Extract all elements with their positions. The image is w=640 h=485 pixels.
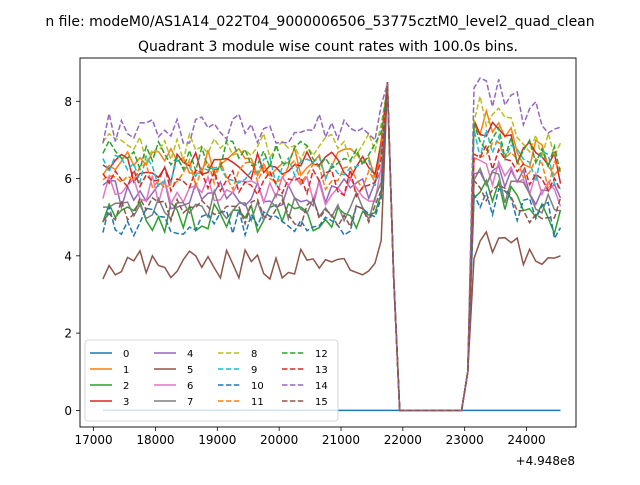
x-tick-label: 18000 xyxy=(136,433,174,447)
plot-lines xyxy=(102,77,562,412)
legend-label-5: 5 xyxy=(187,365,193,376)
chart-suptitle: n file: modeM0/AS1A14_022T04_9000006506_… xyxy=(45,14,594,30)
legend-label-14: 14 xyxy=(315,381,328,392)
x-tick-label: 23000 xyxy=(446,433,484,447)
series-line-13 xyxy=(102,81,562,412)
y-tick-label: 0 xyxy=(64,404,72,418)
y-axis: 0 2 4 6 8 xyxy=(64,95,80,418)
chart-title: Quadrant 3 module wise count rates with … xyxy=(138,39,518,55)
x-tick-label: 21000 xyxy=(322,433,360,447)
y-tick-label: 6 xyxy=(64,172,72,186)
x-axis: 17000 18000 19000 20000 21000 22000 23000 24000 xyxy=(75,427,546,447)
series-line-6 xyxy=(102,84,562,412)
series-line-3 xyxy=(102,86,562,412)
series-line-2 xyxy=(102,84,562,412)
series-line-14 xyxy=(102,77,561,412)
legend-label-13: 13 xyxy=(315,365,328,376)
x-tick-label: 17000 xyxy=(75,433,113,447)
series-line-15 xyxy=(102,85,562,412)
x-tick-label: 22000 xyxy=(384,433,422,447)
legend-box xyxy=(84,339,339,422)
y-tick-label: 4 xyxy=(64,249,72,263)
legend-label-4: 4 xyxy=(187,349,193,360)
legend-label-1: 1 xyxy=(123,365,129,376)
y-tick-label: 2 xyxy=(64,327,72,341)
legend-label-8: 8 xyxy=(251,349,257,360)
x-offset-label: +4.948e8 xyxy=(516,454,575,468)
series-line-8 xyxy=(102,87,562,412)
legend-label-11: 11 xyxy=(251,397,264,408)
legend-label-7: 7 xyxy=(187,397,193,408)
legend-label-12: 12 xyxy=(315,349,328,360)
series-line-12 xyxy=(102,87,562,412)
legend-label-3: 3 xyxy=(123,397,129,408)
legend-label-6: 6 xyxy=(187,381,193,392)
series-line-11 xyxy=(102,85,562,412)
legend-label-2: 2 xyxy=(123,381,129,392)
x-tick-label: 19000 xyxy=(198,433,236,447)
x-tick-label: 20000 xyxy=(260,433,298,447)
series-line-5 xyxy=(102,82,561,412)
legend-label-10: 10 xyxy=(251,381,264,392)
legend-label-0: 0 xyxy=(123,349,129,360)
legend-label-9: 9 xyxy=(251,365,257,376)
series-line-7 xyxy=(102,86,561,412)
legend-label-15: 15 xyxy=(315,397,328,408)
plot-frame xyxy=(79,57,577,428)
y-tick-label: 8 xyxy=(64,95,72,109)
x-tick-label: 24000 xyxy=(507,433,545,447)
